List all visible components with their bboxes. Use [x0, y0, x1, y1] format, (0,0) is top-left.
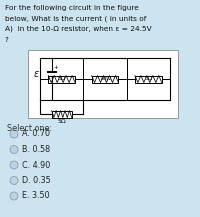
Text: ?: ?: [5, 36, 9, 43]
Bar: [92, 76, 118, 82]
Text: D. 0.35: D. 0.35: [22, 176, 51, 185]
Circle shape: [10, 130, 18, 138]
Text: 10Ω: 10Ω: [99, 77, 111, 82]
Text: E. 3.50: E. 3.50: [22, 191, 50, 201]
Text: below, What is the current ( in units of: below, What is the current ( in units of: [5, 15, 146, 22]
Text: A. 0.70: A. 0.70: [22, 130, 50, 138]
Bar: [135, 76, 162, 82]
Bar: [52, 110, 72, 117]
Text: 5Ω: 5Ω: [144, 77, 152, 82]
Circle shape: [10, 146, 18, 153]
Circle shape: [10, 192, 18, 200]
FancyBboxPatch shape: [28, 50, 178, 118]
Circle shape: [10, 176, 18, 184]
Text: For the following circuit in the figure: For the following circuit in the figure: [5, 5, 139, 11]
Text: C. 4.90: C. 4.90: [22, 161, 50, 169]
Text: 5Ω: 5Ω: [58, 77, 66, 82]
Circle shape: [10, 161, 18, 169]
Text: Select one:: Select one:: [7, 124, 52, 133]
Text: ε: ε: [34, 69, 39, 79]
Text: A)  in the 10-Ω resistor, when ε = 24.5V: A) in the 10-Ω resistor, when ε = 24.5V: [5, 26, 152, 33]
Bar: [48, 76, 75, 82]
Text: +: +: [53, 65, 58, 70]
Text: 5Ω: 5Ω: [57, 119, 66, 124]
Text: B. 0.58: B. 0.58: [22, 145, 50, 154]
